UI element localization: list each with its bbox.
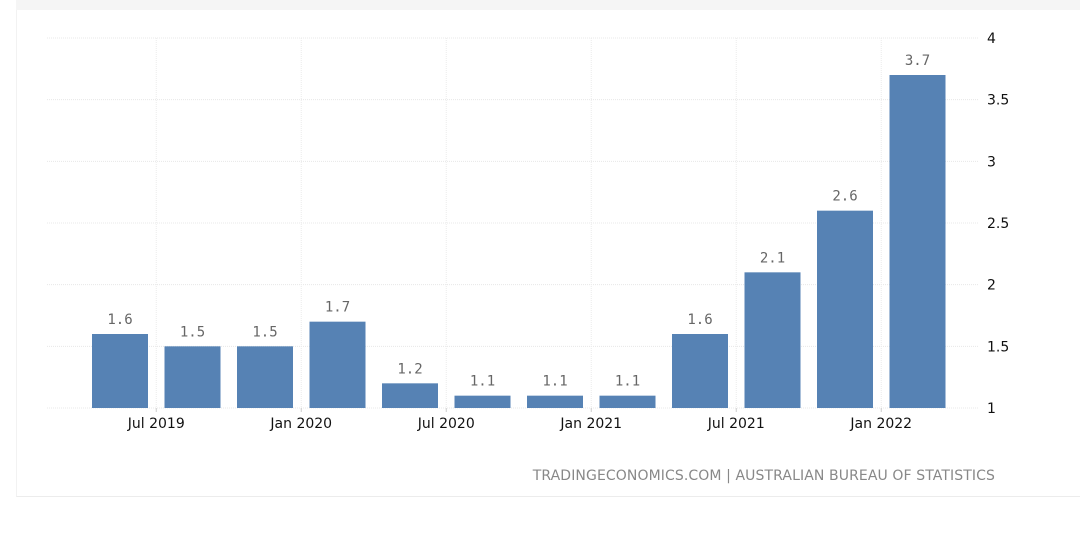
data-labels: 1.6 1.5 1.5 1.7 1.2 1.1 1.1 1.1 1.6 2.1 2.6 3.7 — [107, 53, 930, 390]
bar — [454, 395, 511, 408]
y-tick-label: 1.5 — [987, 339, 1009, 355]
x-tick-label: Jan 2021 — [559, 416, 622, 432]
bar — [817, 210, 873, 408]
bar-value-label: 1.2 — [397, 361, 422, 377]
x-tick-label: Jul 2021 — [707, 416, 765, 432]
bar-value-label: 1.6 — [687, 312, 712, 328]
bar-value-label: 1.1 — [542, 374, 567, 390]
y-tick-label: 2.5 — [987, 216, 1009, 232]
y-tick-label: 3.5 — [987, 93, 1009, 109]
bar-value-label: 1.7 — [325, 300, 350, 316]
bar — [527, 395, 583, 408]
bars — [92, 75, 946, 408]
bar — [889, 75, 946, 408]
y-tick-label: 4 — [987, 31, 996, 47]
bar — [599, 395, 656, 408]
source-attribution[interactable]: TRADINGECONOMICS.COM | AUSTRALIAN BUREAU… — [532, 468, 995, 484]
bar-value-label: 2.1 — [760, 250, 785, 266]
x-tick-label: Jan 2020 — [269, 416, 332, 432]
bar — [382, 383, 438, 408]
bar-value-label: 2.6 — [832, 189, 857, 205]
bar-value-label: 1.1 — [615, 374, 640, 390]
bar-value-label: 3.7 — [905, 53, 930, 69]
bar-value-label: 1.6 — [107, 312, 132, 328]
bar — [164, 346, 221, 408]
bar — [672, 334, 728, 408]
bar-chart: 1.6 1.5 1.5 1.7 1.2 1.1 1.1 1.1 1.6 2.1 2.6 3.7 1 1.… — [47, 31, 1009, 432]
bar-value-label: 1.5 — [180, 324, 205, 340]
x-tick-label: Jan 2022 — [849, 416, 912, 432]
y-tick-label: 3 — [987, 154, 996, 170]
bar-value-label: 1.5 — [252, 324, 277, 340]
bar-value-label: 1.1 — [470, 374, 495, 390]
x-axis-ticks: Jul 2019 Jan 2020 Jul 2020 Jan 2021 Jul 2021… — [127, 408, 912, 432]
y-axis-ticks: 1 1.5 2 2.5 3 3.5 4 — [987, 31, 1009, 417]
y-tick-label: 2 — [987, 278, 996, 294]
bar — [92, 334, 148, 408]
bar — [309, 321, 366, 408]
chart-panel: 1.6 1.5 1.5 1.7 1.2 1.1 1.1 1.1 1.6 2.1 2.6 3.7 1 1.… — [16, 10, 1080, 497]
bar — [744, 272, 801, 408]
bar — [237, 346, 293, 408]
x-tick-label: Jul 2020 — [417, 416, 475, 432]
x-tick-label: Jul 2019 — [127, 416, 185, 432]
y-tick-label: 1 — [987, 401, 996, 417]
